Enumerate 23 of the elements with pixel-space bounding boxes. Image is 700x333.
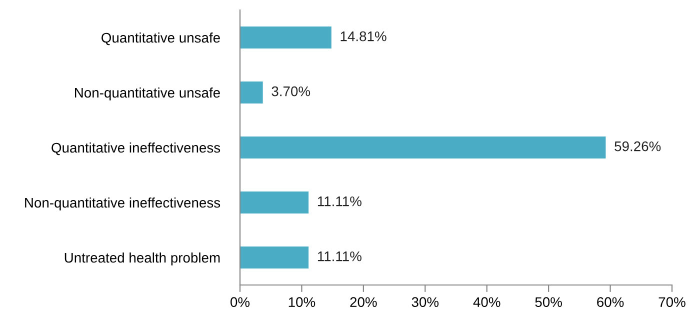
y-tick-label: Untreated health problem: [64, 252, 220, 266]
bar: [240, 136, 606, 158]
x-tick-label: 50%: [535, 297, 562, 308]
y-tick-label: Non-quantitative ineffectiveness: [25, 197, 220, 210]
bar: [240, 26, 332, 48]
x-tick-label: 10%: [288, 297, 316, 308]
data-label: 14.81%: [340, 31, 386, 42]
x-tick-label: 40%: [473, 297, 500, 308]
y-tick-label: Quantitative unsafe: [102, 32, 220, 46]
x-tick-label: 60%: [597, 297, 624, 308]
bar: [240, 192, 309, 214]
bar: [240, 246, 309, 268]
bar: [240, 82, 263, 104]
x-tick-label: 0%: [230, 297, 250, 308]
data-label: 11.11%: [318, 196, 362, 206]
x-tick-label: 70%: [658, 297, 686, 308]
y-tick-label: Quantitative ineffectiveness: [52, 142, 220, 156]
y-tick-label: Non-quantitative unsafe: [75, 87, 220, 100]
x-tick-label: 20%: [350, 297, 377, 308]
data-label: 3.70%: [272, 86, 310, 96]
x-tick-label: 30%: [412, 297, 439, 308]
data-label: 11.11%: [318, 251, 362, 262]
data-label: 59.26%: [614, 141, 661, 152]
